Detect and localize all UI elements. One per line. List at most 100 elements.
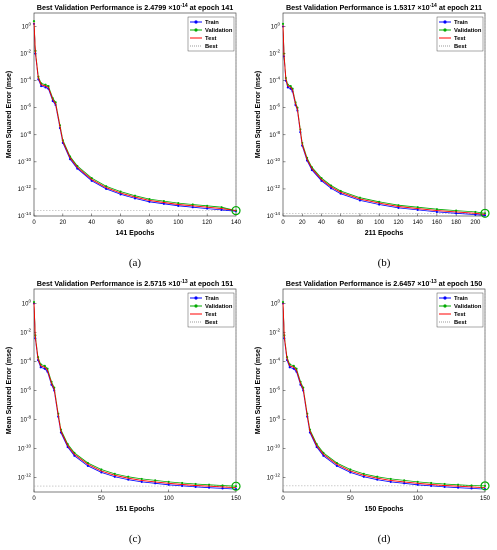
series-point-train [162, 202, 165, 205]
legend-marker [443, 296, 447, 300]
series-point-train [435, 210, 439, 214]
series-point-train [443, 485, 446, 489]
x-tick-label: 40 [88, 220, 95, 226]
series-point-train [286, 86, 289, 89]
x-tick-label: 150 [231, 496, 242, 502]
chart-svg-a: Best Validation Performance is 2.4799 ×1… [6, 3, 242, 269]
legend-label: Best [205, 320, 218, 326]
y-tick-label: 10-4 [20, 357, 31, 366]
y-tick-label: 10-6 [269, 386, 280, 395]
series-point-validation [177, 202, 180, 205]
series-point-train [376, 478, 379, 481]
series-point-train [100, 471, 103, 474]
series-point-validation [470, 484, 473, 487]
series-point-train [221, 487, 224, 490]
chart-title: Best Validation Performance is 2.5715 ×1… [37, 279, 233, 288]
y-tick-label: 10-14 [267, 211, 281, 220]
x-tick-label: 120 [202, 220, 213, 226]
y-tick-label: 10-6 [20, 386, 31, 395]
x-tick-label: 160 [432, 220, 443, 226]
y-tick-label: 10-2 [20, 328, 31, 337]
series-point-train [206, 207, 209, 210]
series-point-validation [349, 468, 352, 471]
x-axis-label: 211 Epochs [365, 230, 404, 237]
legend-label: Test [454, 36, 466, 42]
series-point-train [207, 486, 211, 489]
series-point-train [119, 193, 122, 196]
x-axis-label: 150 Epochs [365, 506, 404, 513]
series-point-train [191, 206, 194, 209]
series-point-validation [167, 480, 170, 483]
series-point-validation [181, 481, 184, 485]
series-point-train [194, 485, 197, 489]
panel-caption: (c) [129, 533, 142, 545]
series-point-validation [133, 194, 137, 197]
y-axis-label: Mean Squared Error (mse) [255, 71, 262, 159]
series-point-validation [47, 84, 50, 88]
x-tick-label: 20 [60, 220, 67, 226]
best-marker [231, 481, 241, 491]
series-point-validation [403, 479, 406, 482]
chart-panel-a: Best Validation Performance is 2.4799 ×1… [0, 0, 248, 272]
x-tick-label: 100 [374, 220, 385, 226]
series-point-train [362, 475, 365, 478]
series-line-test [282, 25, 486, 215]
series-point-train [389, 480, 392, 483]
series-point-validation [289, 84, 292, 88]
series-point-validation [389, 477, 392, 481]
series-point-train [133, 197, 137, 200]
series-point-validation [194, 482, 197, 486]
series-point-validation [435, 208, 439, 211]
legend-label: Best [454, 320, 467, 326]
series-point-validation [221, 484, 224, 487]
y-tick-label: 10-10 [267, 444, 281, 453]
series-point-train [113, 475, 116, 478]
panel-caption: (d) [378, 533, 391, 545]
series-point-train [181, 484, 184, 488]
x-tick-label: 0 [32, 496, 36, 502]
y-tick-label: 10-10 [18, 157, 32, 166]
legend-label: Test [205, 36, 217, 42]
series-line-test [282, 302, 486, 489]
legend-marker [443, 304, 447, 308]
y-tick-label: 10-8 [20, 130, 31, 139]
legend-marker [194, 296, 198, 300]
legend-label: Validation [205, 304, 233, 310]
series-point-validation [483, 484, 487, 488]
series-point-train [177, 204, 180, 207]
x-tick-label: 0 [32, 220, 36, 226]
legend-label: Test [205, 312, 217, 318]
y-tick-label: 10-6 [269, 103, 280, 112]
series-point-validation [44, 83, 47, 86]
x-tick-label: 180 [451, 220, 462, 226]
chart-svg-d: Best Validation Performance is 2.6457 ×1… [255, 279, 491, 545]
series-point-train [335, 464, 338, 467]
series-point-validation [483, 212, 487, 215]
series-point-train [148, 200, 151, 203]
legend-label: Validation [454, 304, 482, 310]
y-tick-label: 10-8 [269, 130, 280, 139]
series-point-train [127, 478, 130, 481]
chart-panel-c: Best Validation Performance is 2.5715 ×1… [0, 276, 248, 548]
series-point-validation [455, 209, 458, 212]
legend-label: Best [205, 44, 218, 50]
series-point-train [288, 366, 291, 369]
legend-label: Validation [205, 28, 233, 34]
series-point-validation [376, 475, 379, 478]
plot-area [282, 288, 486, 493]
chart-panel-d: Best Validation Performance is 2.6457 ×1… [249, 276, 497, 548]
x-tick-label: 60 [117, 220, 124, 226]
y-tick-label: 10-4 [269, 76, 280, 85]
x-tick-label: 0 [281, 496, 285, 502]
series-point-train [416, 483, 419, 486]
series-point-validation [378, 200, 381, 203]
series-point-validation [234, 485, 238, 488]
series-point-validation [148, 197, 151, 201]
chart-svg-c: Best Validation Performance is 2.5715 ×1… [6, 279, 242, 545]
series-point-validation [281, 22, 285, 25]
legend-label: Test [454, 312, 466, 318]
series-point-validation [127, 475, 130, 478]
series-point-train [339, 192, 342, 195]
legend-label: Train [454, 296, 468, 302]
series-point-train [86, 464, 89, 467]
